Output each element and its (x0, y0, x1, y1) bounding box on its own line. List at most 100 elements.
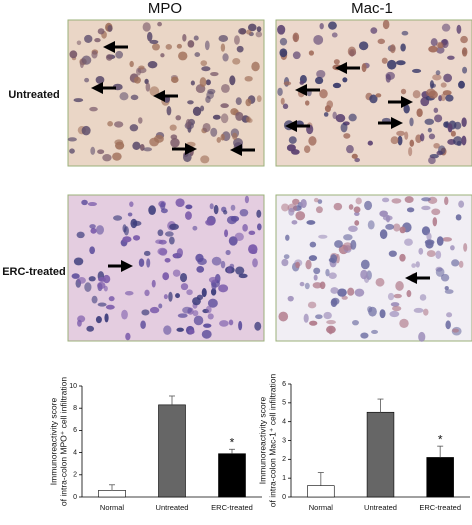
cell (411, 263, 416, 268)
cell (370, 27, 378, 34)
cell (354, 157, 360, 163)
cell (455, 214, 462, 221)
cell (283, 254, 290, 260)
cell (192, 106, 202, 116)
cell (157, 229, 164, 237)
cell (125, 332, 131, 341)
cell (176, 43, 182, 49)
cell (90, 227, 97, 234)
cell (211, 256, 222, 266)
error-bar (229, 448, 235, 454)
cell (210, 288, 217, 296)
cell (133, 76, 141, 84)
y-tick-label: 5 (282, 400, 286, 407)
cell (205, 305, 212, 314)
cell (325, 268, 330, 277)
cell (201, 329, 212, 339)
cell (188, 329, 195, 335)
cell (330, 287, 339, 294)
cell (165, 43, 173, 50)
y-tick-label: 0 (73, 494, 77, 501)
cell (238, 28, 247, 35)
cell (196, 265, 205, 273)
cell (213, 204, 219, 215)
cell (419, 133, 425, 142)
cell (418, 247, 424, 255)
cell (279, 48, 288, 58)
cell (409, 139, 415, 147)
cell (160, 201, 166, 211)
cell (220, 133, 225, 141)
cell (313, 197, 319, 203)
cell (460, 35, 468, 44)
cell (230, 215, 240, 222)
cell (147, 31, 153, 42)
cell (295, 261, 300, 269)
y-tick-label: 10 (69, 383, 77, 390)
micrograph (275, 194, 472, 342)
annotation: * (230, 435, 235, 449)
cell (95, 76, 105, 84)
cell (447, 123, 453, 133)
micrographs (67, 19, 472, 342)
cell (400, 88, 407, 95)
cell (168, 236, 175, 245)
cell (195, 253, 204, 263)
cell (168, 291, 173, 302)
cell (199, 77, 207, 88)
cell (364, 200, 373, 211)
cell (429, 80, 434, 89)
cell (390, 136, 399, 145)
cell (232, 132, 238, 140)
cell (170, 138, 180, 148)
error-bar (377, 398, 384, 413)
cell (232, 58, 241, 65)
y-tick-label: 2 (282, 456, 286, 463)
cell (343, 234, 353, 241)
cell (97, 149, 105, 155)
cell (306, 220, 316, 225)
cell (149, 39, 159, 44)
y-axis-label: Immunoreactivity score (257, 397, 267, 485)
cell (73, 98, 84, 103)
cell (452, 328, 459, 333)
cell (445, 94, 454, 102)
cell (341, 295, 348, 300)
cell (76, 231, 85, 239)
cell (444, 286, 449, 291)
cell (229, 75, 236, 86)
cell (229, 263, 235, 269)
cell (122, 236, 132, 243)
y-tick-label: 4 (73, 449, 77, 456)
cell (185, 118, 191, 129)
cell (158, 303, 163, 309)
cell (375, 93, 382, 98)
bar (366, 411, 395, 498)
cell (84, 77, 90, 83)
cell (450, 245, 455, 251)
cell (192, 310, 199, 317)
cell (205, 79, 211, 86)
cell (149, 86, 160, 97)
cell (173, 253, 178, 259)
cell (234, 232, 244, 241)
cell (308, 255, 318, 261)
cell (280, 97, 285, 105)
cell (397, 135, 403, 146)
cell (185, 204, 193, 210)
y-tick-label: 6 (73, 427, 77, 434)
cell (206, 90, 214, 100)
cell (381, 57, 388, 64)
x-tick-label: Untreated (156, 503, 189, 512)
x-tick-label: Normal (309, 503, 334, 512)
cell (458, 200, 465, 208)
cell (97, 28, 105, 35)
cell (305, 259, 312, 270)
cell (235, 111, 244, 121)
cell (77, 276, 86, 284)
cell (440, 93, 446, 102)
cell (437, 42, 444, 49)
cell (219, 320, 229, 327)
cell (163, 325, 172, 335)
error-bar (169, 395, 175, 405)
